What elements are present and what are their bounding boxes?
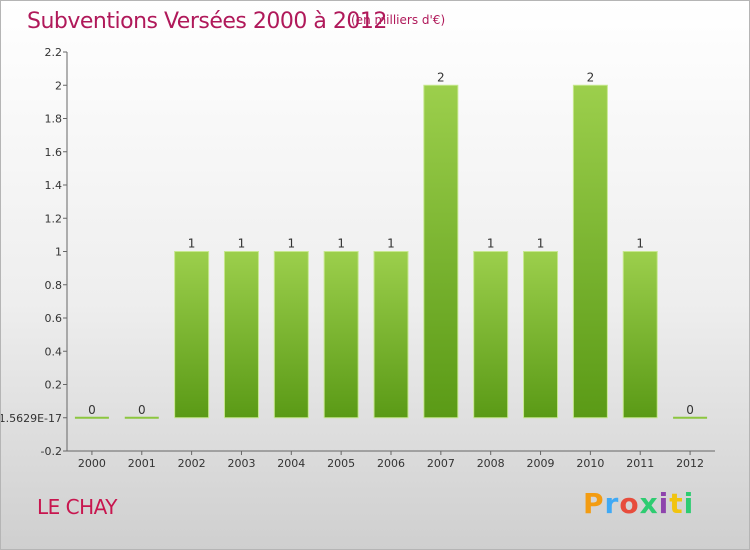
x-tick-label: 2012 <box>676 457 704 470</box>
logo-letter: x <box>639 487 659 520</box>
chart-labels: 0 0 1 1 1 1 1 2 1 1 2 1 0 <box>88 70 694 417</box>
data-label: 2 <box>587 70 595 84</box>
y-tick-label: 1.8 <box>45 113 63 126</box>
logo-letter: P <box>583 487 605 520</box>
x-tick-label: 2006 <box>377 457 405 470</box>
bar <box>373 251 409 419</box>
bar <box>223 251 259 419</box>
bar <box>473 251 509 419</box>
bar <box>273 251 309 419</box>
chart-axes: 2.2 2 1.8 1.6 1.4 1.2 1 0.8 0.6 0.4 0.2 -1.5629E-17… <box>1 46 715 470</box>
chart-bars <box>74 84 708 419</box>
x-tick-label: 2009 <box>527 457 555 470</box>
y-tick-label: 0.8 <box>45 279 63 292</box>
data-label: 1 <box>636 237 644 251</box>
proxiti-logo: Proxiti <box>583 487 694 520</box>
data-label: 1 <box>487 237 495 251</box>
bar <box>323 251 359 419</box>
data-label: 1 <box>537 237 545 251</box>
y-tick-label: 0.4 <box>45 345 63 358</box>
data-label: 0 <box>686 403 694 417</box>
x-tick-label: 2005 <box>327 457 355 470</box>
bar <box>423 84 459 419</box>
data-label: 1 <box>238 237 246 251</box>
data-label: 1 <box>337 237 345 251</box>
y-tick-label: 1.6 <box>45 146 63 159</box>
x-tick-label: 2003 <box>227 457 255 470</box>
data-label: 1 <box>287 237 295 251</box>
y-tick-label: 2.2 <box>45 46 63 59</box>
commune-name: LE CHAY <box>37 495 118 519</box>
logo-letter: r <box>604 487 620 520</box>
y-tick-label: 0.6 <box>45 312 63 325</box>
logo-letter: t <box>669 487 684 520</box>
chart-title: Subventions Versées 2000 à 2012 <box>27 9 387 34</box>
y-tick-label: 1.2 <box>45 212 63 225</box>
x-tick-label: 2004 <box>277 457 305 470</box>
x-tick-label: 2007 <box>427 457 455 470</box>
y-tick-label: 2 <box>55 79 62 92</box>
data-label: 0 <box>88 403 96 417</box>
logo-letter: o <box>619 487 640 520</box>
y-tick-label: -1.5629E-17 <box>1 412 62 425</box>
bar <box>673 416 708 419</box>
x-tick-label: 2002 <box>178 457 206 470</box>
data-label: 1 <box>387 237 395 251</box>
x-tick-label: 2000 <box>78 457 106 470</box>
data-label: 1 <box>188 237 196 251</box>
y-tick-label: 0.2 <box>45 379 63 392</box>
chart-subtitle: (en milliers d'€) <box>351 13 446 27</box>
y-tick-label: -0.2 <box>41 445 62 458</box>
x-tick-label: 2001 <box>128 457 156 470</box>
bar <box>523 251 559 419</box>
data-label: 0 <box>138 403 146 417</box>
bar <box>74 416 109 419</box>
y-tick-label: 1.4 <box>45 179 63 192</box>
logo-letter: i <box>683 487 695 520</box>
bar <box>622 251 658 419</box>
x-tick-label: 2010 <box>576 457 604 470</box>
logo-letter: i <box>658 487 670 520</box>
x-tick-label: 2011 <box>626 457 654 470</box>
data-label: 2 <box>437 70 445 84</box>
x-tick-label: 2008 <box>477 457 505 470</box>
bar <box>572 84 608 419</box>
bar <box>124 416 159 419</box>
bar <box>174 251 210 419</box>
y-tick-label: 1 <box>55 246 62 259</box>
